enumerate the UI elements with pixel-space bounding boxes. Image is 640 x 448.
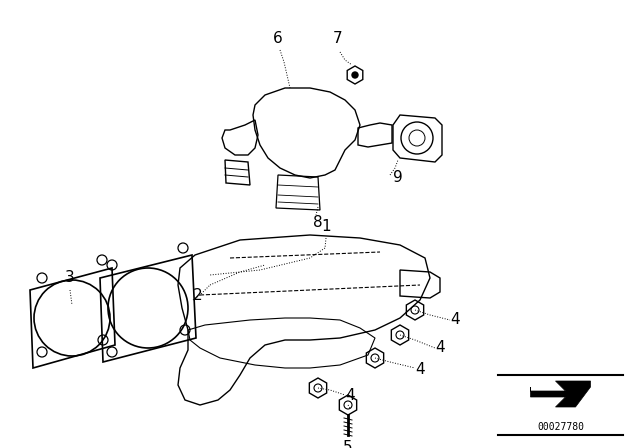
Text: 4: 4 [345,388,355,402]
Text: 5: 5 [343,440,353,448]
Text: 9: 9 [393,171,403,185]
Polygon shape [531,381,591,407]
Text: 00027780: 00027780 [537,422,584,432]
Text: 3: 3 [65,270,75,285]
Circle shape [352,72,358,78]
Text: 6: 6 [273,31,283,46]
Text: 4: 4 [450,313,460,327]
Text: 4: 4 [435,340,445,356]
Text: 7: 7 [333,31,343,46]
Text: 2: 2 [193,289,203,303]
Text: 1: 1 [321,219,331,234]
Text: 8: 8 [313,215,323,230]
Text: 4: 4 [415,362,424,378]
